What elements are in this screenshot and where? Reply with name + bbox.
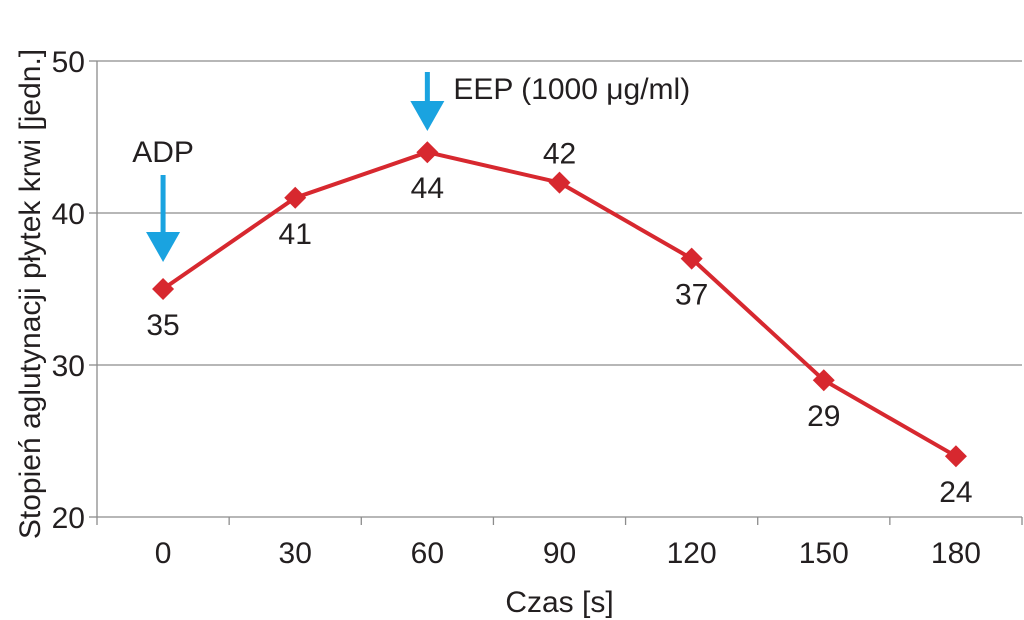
data-labels: 35 41 44 42 37 29 24 — [146, 138, 972, 510]
annotations: ADP EEP (1000 μg/ml) — [132, 72, 690, 262]
x-tick-label: 150 — [799, 537, 849, 570]
x-tick-labels: 0 30 60 90 120 150 180 — [155, 537, 981, 570]
data-label: 24 — [939, 476, 972, 509]
data-point-marker — [284, 186, 307, 209]
data-point-marker — [548, 171, 571, 194]
gridlines — [97, 60, 1022, 366]
x-tick-label: 0 — [155, 537, 172, 570]
y-axis-title: Stopień aglutynacji płytek krwi [jedn.] — [14, 49, 47, 539]
down-arrow-icon — [410, 72, 445, 131]
x-tick-label: 60 — [411, 537, 444, 570]
data-label: 41 — [279, 218, 312, 251]
annotation-adp: ADP — [132, 136, 194, 262]
y-tick-label: 50 — [52, 46, 85, 79]
data-label: 29 — [807, 400, 840, 433]
data-label: 37 — [675, 279, 708, 312]
annotation-eep: EEP (1000 μg/ml) — [410, 72, 690, 131]
axes — [89, 60, 1023, 525]
x-tick-label: 120 — [667, 537, 717, 570]
data-point-marker — [680, 247, 703, 270]
annotation-text: EEP (1000 μg/ml) — [453, 73, 690, 106]
down-arrow-icon — [146, 175, 181, 262]
annotation-text: ADP — [132, 136, 194, 169]
y-tick-label: 40 — [52, 198, 85, 231]
data-label: 35 — [146, 309, 179, 342]
x-axis-title: Czas [s] — [505, 586, 613, 619]
y-tick-labels: 20 30 40 50 — [52, 46, 85, 535]
x-tick-label: 180 — [931, 537, 981, 570]
data-label: 42 — [543, 138, 576, 171]
data-point-marker — [812, 369, 835, 392]
series — [152, 141, 967, 468]
data-point-marker — [416, 141, 439, 164]
y-tick-label: 20 — [52, 502, 85, 535]
data-point-marker — [152, 278, 175, 300]
x-tick-label: 30 — [279, 537, 312, 570]
data-label: 44 — [411, 172, 444, 205]
y-tick-label: 30 — [52, 350, 85, 383]
x-tick-label: 90 — [543, 537, 576, 570]
data-point-marker — [944, 445, 967, 468]
